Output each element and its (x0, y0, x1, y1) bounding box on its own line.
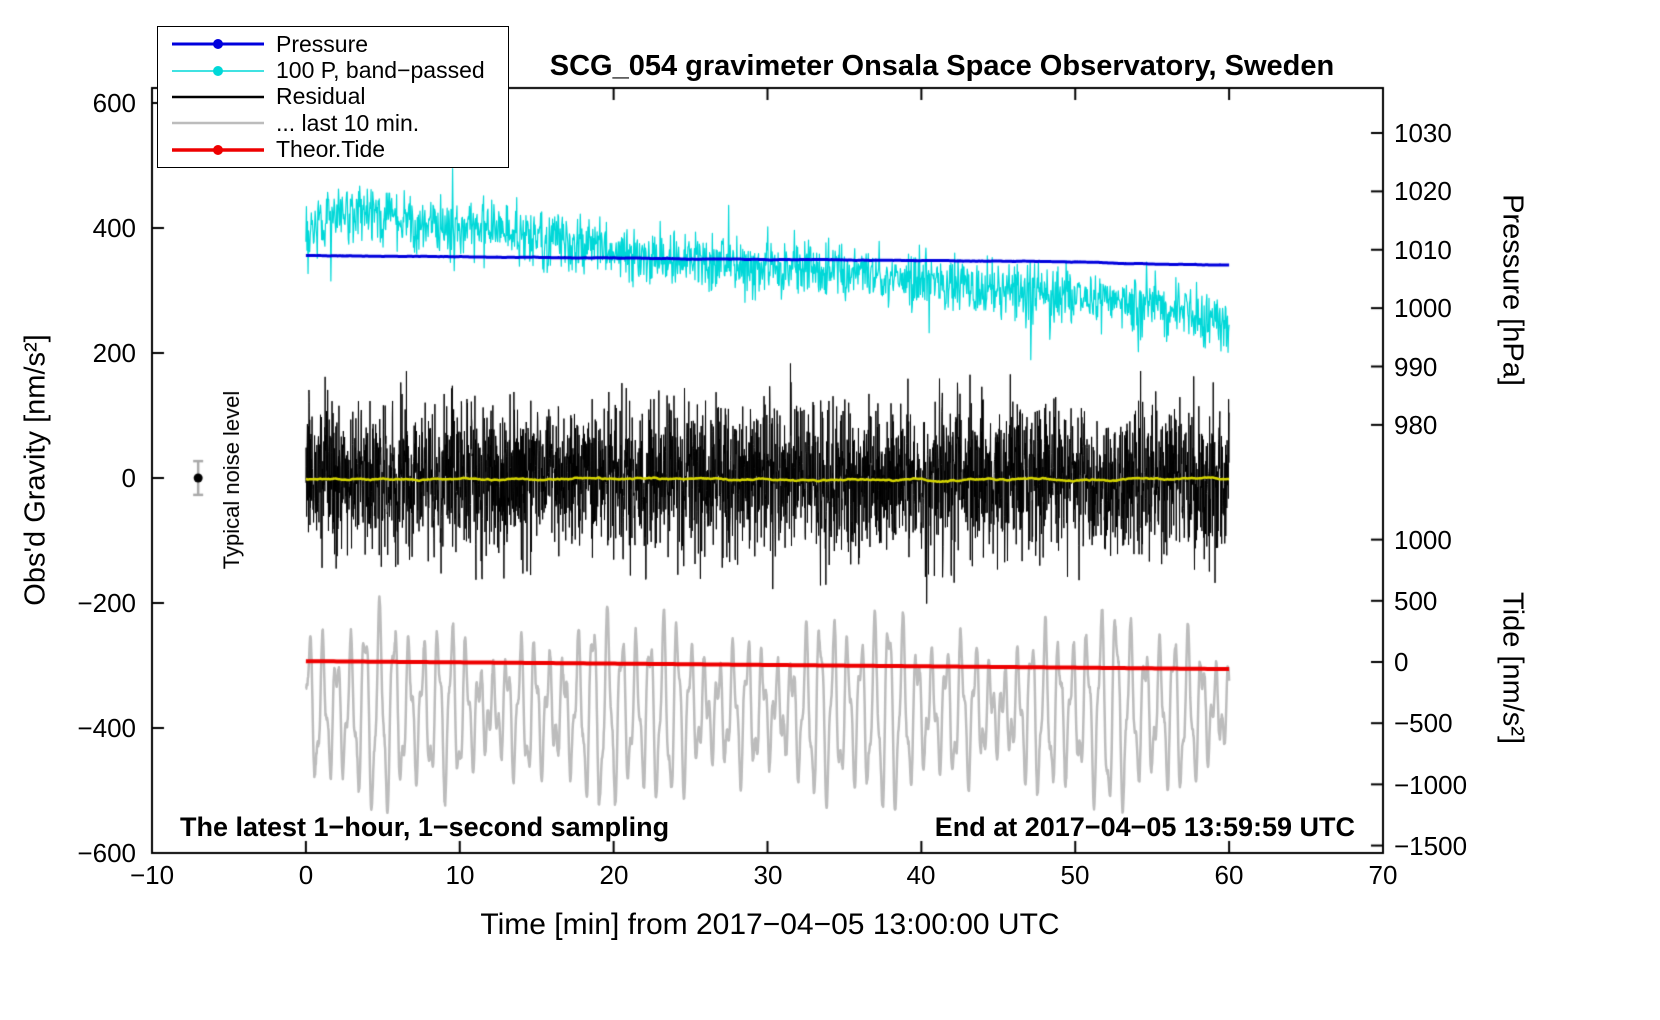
pressure-tick-label: 1020 (1394, 176, 1452, 206)
x-tick-label: 50 (1060, 860, 1090, 890)
gravity-tick-label: −200 (77, 588, 136, 618)
legend: Pressure 100 P, band−passed Residual ...… (157, 26, 509, 168)
x-tick-label: 20 (599, 860, 629, 890)
x-tick-label: 60 (1214, 860, 1244, 890)
legend-item-label: Residual (276, 83, 366, 110)
chart-title: SCG_054 gravimeter Onsala Space Observat… (549, 50, 1335, 82)
gravity-tick-label: −400 (77, 713, 136, 743)
x-tick-label: −10 (129, 860, 175, 890)
tide-tick-label: −1000 (1394, 770, 1468, 800)
legend-line-sample (172, 122, 264, 125)
legend-line-sample (172, 65, 264, 76)
x-tick-label: 40 (906, 860, 936, 890)
x-axis-label: Time [min] from 2017−04−05 13:00:00 UTC (480, 908, 1060, 941)
legend-item-label: 100 P, band−passed (276, 57, 485, 84)
tide-tick-label: −500 (1394, 708, 1453, 738)
legend-item-pressure: Pressure (158, 30, 508, 57)
x-tick-label: 30 (753, 860, 783, 890)
gravity-tick-label: −600 (77, 838, 136, 868)
legend-marker-dot (213, 144, 223, 155)
x-tick-label: 0 (298, 860, 314, 890)
gravity-tick-label: 200 (92, 338, 136, 368)
gravity-tick-label: 0 (121, 463, 136, 493)
legend-line-sample (172, 144, 264, 155)
tide-tick-label: 1000 (1394, 525, 1452, 555)
legend-line-sample (172, 95, 264, 99)
x-tick-label: 10 (445, 860, 475, 890)
legend-item-residual: Residual (158, 83, 508, 110)
legend-item-bandpassed-pressure: 100 P, band−passed (158, 57, 508, 84)
pressure-tick-label: 990 (1394, 352, 1438, 382)
legend-marker-dot (213, 65, 223, 76)
x-tick-label: 70 (1368, 860, 1398, 890)
pressure-tick-label: 980 (1394, 410, 1438, 440)
legend-line-sample (172, 39, 264, 50)
legend-item-label: Theor.Tide (276, 136, 386, 163)
gravity-tick-label: 600 (92, 88, 136, 118)
noise-level-annotation: Typical noise level (219, 390, 244, 570)
sampling-note: The latest 1−hour, 1−second sampling (180, 812, 670, 842)
tide-tick-label: −1500 (1394, 831, 1468, 861)
tide-axis-label: Tide [nm/s²] (1496, 591, 1529, 745)
legend-item-theoretical-tide: Theor.Tide (158, 136, 508, 163)
legend-item-label: ... last 10 min. (276, 109, 420, 136)
legend-marker-dot (213, 39, 223, 50)
gravity-axis-label: Obs'd Gravity [nm/s²] (19, 334, 52, 606)
pressure-tick-label: 1010 (1394, 235, 1452, 265)
pressure-tick-label: 1030 (1394, 118, 1452, 148)
legend-item-last-10-min: ... last 10 min. (158, 109, 508, 136)
tide-tick-label: 0 (1394, 647, 1409, 677)
gravity-tick-label: 400 (92, 213, 136, 243)
pressure-tick-label: 1000 (1394, 293, 1452, 323)
legend-item-label: Pressure (276, 30, 369, 57)
end-time-note: End at 2017−04−05 13:59:59 UTC (934, 812, 1355, 842)
tide-tick-label: 500 (1394, 586, 1438, 616)
pressure-axis-label: Pressure [hPa] (1496, 194, 1529, 386)
